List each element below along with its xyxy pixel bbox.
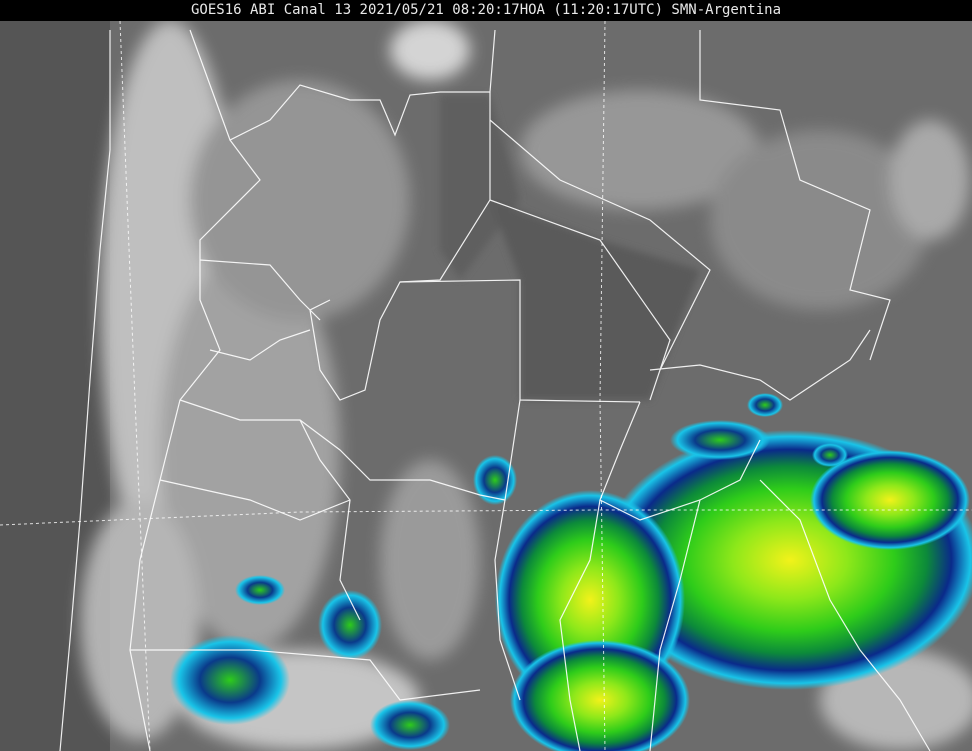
storm-clouds	[170, 393, 972, 751]
political-borders	[59, 29, 931, 751]
image-title: GOES16 ABI Canal 13 2021/05/21 08:20:17H…	[0, 0, 972, 21]
satellite-map	[0, 21, 972, 751]
graticule	[0, 21, 972, 751]
